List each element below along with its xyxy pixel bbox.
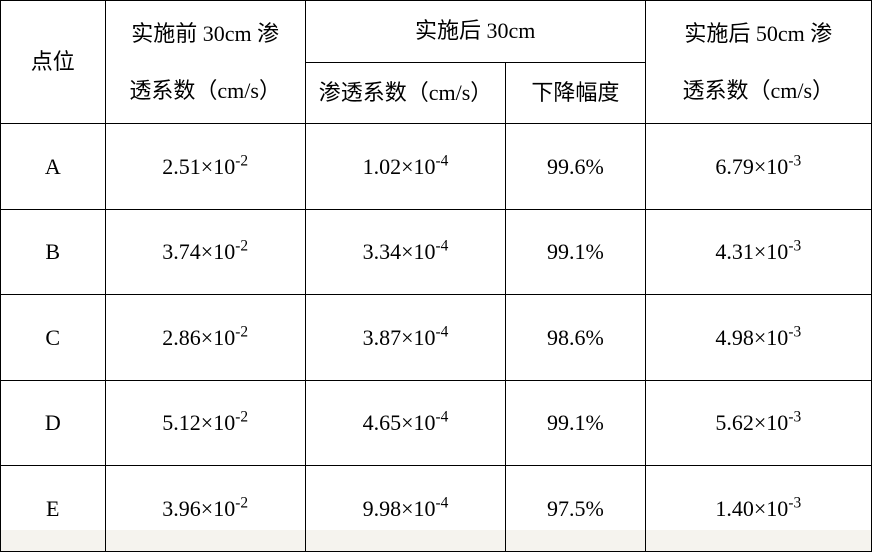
cell-after50: 6.79×10-3 xyxy=(645,124,871,209)
cell-after30-drop: 99.1% xyxy=(506,209,645,294)
after30-coef-exp: -4 xyxy=(436,409,449,426)
permeability-table: 点位 实施前 30cm 渗 透系数（cm/s） 实施后 30cm 实施后 50c… xyxy=(0,0,872,552)
cell-after30-coef: 3.87×10-4 xyxy=(305,295,505,380)
header-after30-group-label: 实施后 30cm xyxy=(415,18,535,43)
after50-base: 4.31 xyxy=(715,239,754,264)
after30-coef-base: 3.34 xyxy=(363,239,402,264)
after50-base: 1.40 xyxy=(715,496,754,521)
header-before30: 实施前 30cm 渗 透系数（cm/s） xyxy=(105,1,305,124)
table-row: A2.51×10-21.02×10-499.6%6.79×10-3 xyxy=(1,124,872,209)
before30-base: 2.51 xyxy=(162,154,201,179)
after30-coef-mult: ×10 xyxy=(401,325,435,350)
cell-after50: 5.62×10-3 xyxy=(645,380,871,465)
after50-exp: -3 xyxy=(788,238,801,255)
cell-before30: 3.96×10-2 xyxy=(105,466,305,552)
cell-after30-drop: 97.5% xyxy=(506,466,645,552)
cell-after30-coef: 1.02×10-4 xyxy=(305,124,505,209)
after50-base: 5.62 xyxy=(715,410,754,435)
cell-before30: 2.86×10-2 xyxy=(105,295,305,380)
cell-point: B xyxy=(1,209,106,294)
header-after50: 实施后 50cm 渗 透系数（cm/s） xyxy=(645,1,871,124)
table-row: C2.86×10-23.87×10-498.6%4.98×10-3 xyxy=(1,295,872,380)
table-body: A2.51×10-21.02×10-499.6%6.79×10-3B3.74×1… xyxy=(1,124,872,551)
header-point: 点位 xyxy=(1,1,106,124)
after50-exp: -3 xyxy=(788,152,801,169)
after30-coef-base: 1.02 xyxy=(363,154,402,179)
cell-point: E xyxy=(1,466,106,552)
cell-point: A xyxy=(1,124,106,209)
before30-base: 3.74 xyxy=(162,239,201,264)
after30-coef-exp: -4 xyxy=(436,238,449,255)
before30-exp: -2 xyxy=(235,409,248,426)
cell-before30: 3.74×10-2 xyxy=(105,209,305,294)
cell-after50: 4.98×10-3 xyxy=(645,295,871,380)
after30-coef-exp: -4 xyxy=(436,494,449,511)
before30-base: 3.96 xyxy=(162,496,201,521)
cell-point: C xyxy=(1,295,106,380)
after30-coef-mult: ×10 xyxy=(401,239,435,264)
cell-after30-drop: 98.6% xyxy=(506,295,645,380)
after30-coef-base: 4.65 xyxy=(363,410,402,435)
table-row: B3.74×10-23.34×10-499.1%4.31×10-3 xyxy=(1,209,872,294)
cell-point: D xyxy=(1,380,106,465)
after50-exp: -3 xyxy=(788,494,801,511)
after50-mult: ×10 xyxy=(754,154,788,179)
after30-coef-exp: -4 xyxy=(436,152,449,169)
after50-exp: -3 xyxy=(788,409,801,426)
header-after30-coef-label: 渗透系数（cm/s） xyxy=(319,80,493,105)
header-after30-drop: 下降幅度 xyxy=(506,62,645,124)
after30-coef-mult: ×10 xyxy=(401,410,435,435)
table-header: 点位 实施前 30cm 渗 透系数（cm/s） 实施后 30cm 实施后 50c… xyxy=(1,1,872,124)
after30-coef-mult: ×10 xyxy=(401,496,435,521)
before30-exp: -2 xyxy=(235,323,248,340)
header-after30-drop-label: 下降幅度 xyxy=(531,80,619,105)
after50-mult: ×10 xyxy=(754,496,788,521)
cell-before30: 5.12×10-2 xyxy=(105,380,305,465)
header-after50-line1: 实施后 50cm 渗 xyxy=(684,21,832,46)
after50-base: 4.98 xyxy=(715,325,754,350)
cell-after30-coef: 4.65×10-4 xyxy=(305,380,505,465)
cell-after50: 1.40×10-3 xyxy=(645,466,871,552)
before30-exp: -2 xyxy=(235,494,248,511)
header-after30-group: 实施后 30cm xyxy=(305,1,645,63)
after30-coef-exp: -4 xyxy=(436,323,449,340)
header-before30-line1: 实施前 30cm 渗 xyxy=(131,21,279,46)
before30-mult: ×10 xyxy=(201,325,235,350)
before30-mult: ×10 xyxy=(201,239,235,264)
after50-mult: ×10 xyxy=(754,325,788,350)
cell-after30-coef: 9.98×10-4 xyxy=(305,466,505,552)
before30-mult: ×10 xyxy=(201,410,235,435)
before30-exp: -2 xyxy=(235,238,248,255)
before30-mult: ×10 xyxy=(201,496,235,521)
table-row: D5.12×10-24.65×10-499.1%5.62×10-3 xyxy=(1,380,872,465)
before30-exp: -2 xyxy=(235,152,248,169)
header-before30-line2: 透系数（cm/s） xyxy=(129,78,281,103)
after30-coef-base: 9.98 xyxy=(363,496,402,521)
header-row-1: 点位 实施前 30cm 渗 透系数（cm/s） 实施后 30cm 实施后 50c… xyxy=(1,1,872,63)
cell-after50: 4.31×10-3 xyxy=(645,209,871,294)
after30-coef-base: 3.87 xyxy=(363,325,402,350)
after50-exp: -3 xyxy=(788,323,801,340)
header-point-label: 点位 xyxy=(31,49,75,74)
cell-after30-drop: 99.6% xyxy=(506,124,645,209)
header-after30-coef: 渗透系数（cm/s） xyxy=(305,62,505,124)
after50-base: 6.79 xyxy=(715,154,754,179)
after50-mult: ×10 xyxy=(754,239,788,264)
cell-before30: 2.51×10-2 xyxy=(105,124,305,209)
table-row: E3.96×10-29.98×10-497.5%1.40×10-3 xyxy=(1,466,872,552)
before30-mult: ×10 xyxy=(201,154,235,179)
before30-base: 2.86 xyxy=(162,325,201,350)
after50-mult: ×10 xyxy=(754,410,788,435)
cell-after30-coef: 3.34×10-4 xyxy=(305,209,505,294)
cell-after30-drop: 99.1% xyxy=(506,380,645,465)
header-after50-line2: 透系数（cm/s） xyxy=(682,78,834,103)
permeability-table-wrapper: 点位 实施前 30cm 渗 透系数（cm/s） 实施后 30cm 实施后 50c… xyxy=(0,0,872,530)
before30-base: 5.12 xyxy=(162,410,201,435)
after30-coef-mult: ×10 xyxy=(401,154,435,179)
